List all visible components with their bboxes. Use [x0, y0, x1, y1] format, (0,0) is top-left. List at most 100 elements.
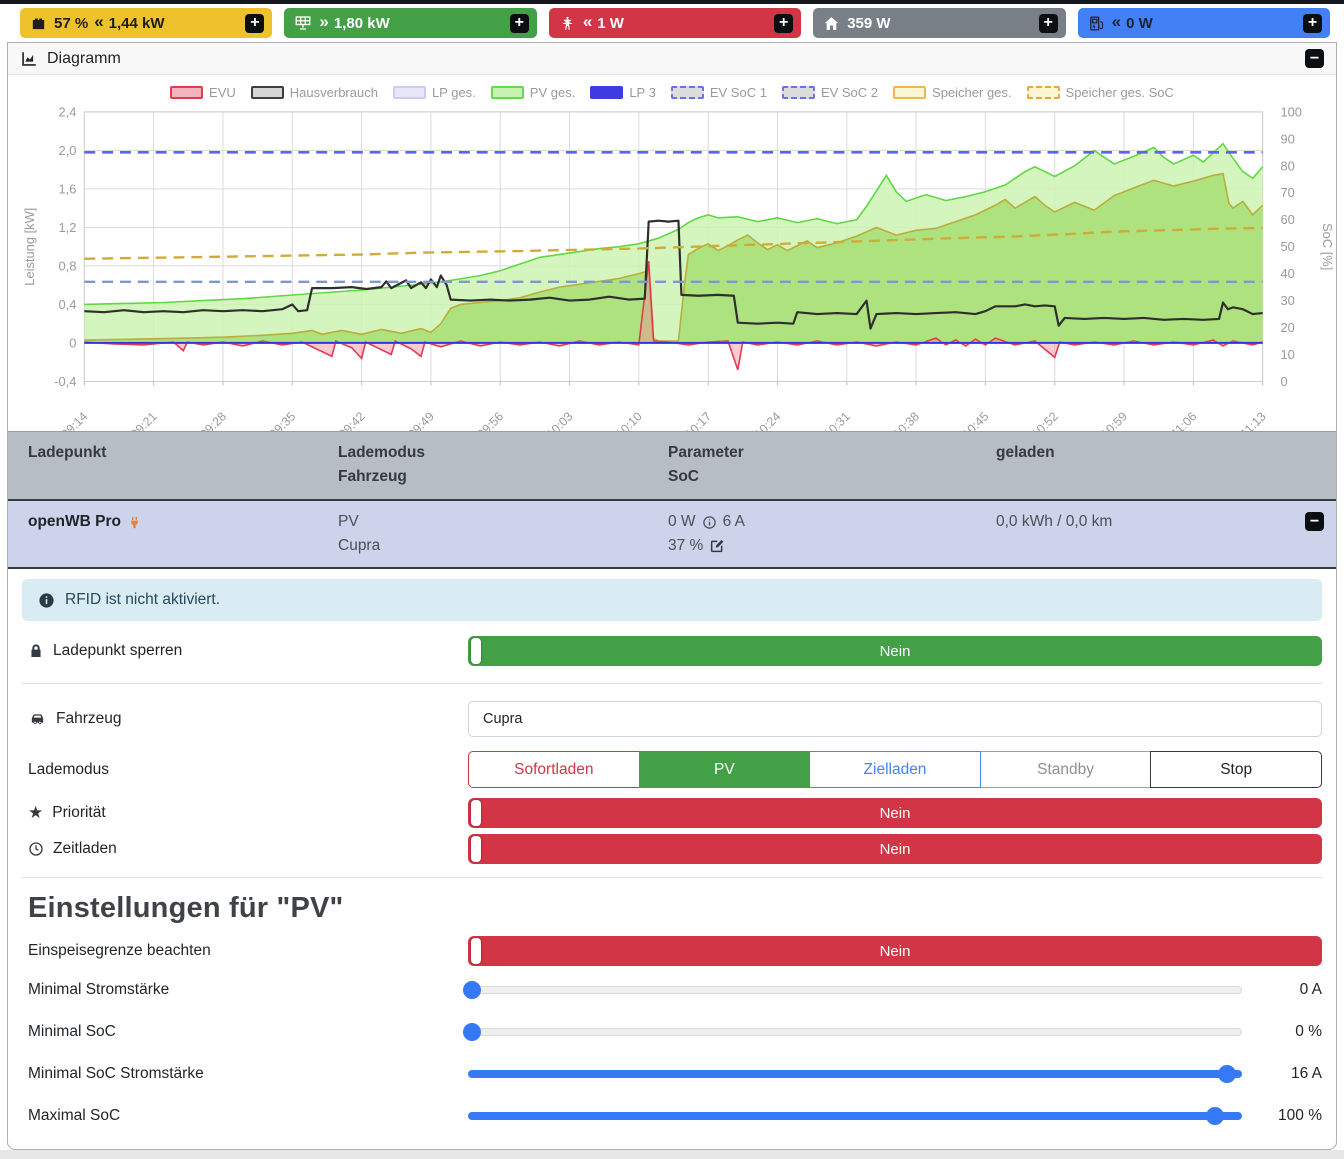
svg-text:0,4: 0,4: [58, 297, 76, 312]
slider-thumb[interactable]: [462, 1023, 481, 1042]
chargemode-row: Lademodus Sofortladen PV Zielladen Stand…: [8, 744, 1336, 795]
priority-toggle[interactable]: Nein: [468, 798, 1322, 829]
expand-grid-button[interactable]: +: [774, 13, 794, 33]
svg-text:09:14: 09:14: [59, 409, 91, 431]
svg-text:11:06: 11:06: [1168, 409, 1199, 431]
expand-house-button[interactable]: +: [1038, 13, 1058, 33]
flow-arrow: «: [1111, 12, 1122, 31]
legend-swatch: [1026, 86, 1060, 99]
car-icon: [28, 711, 47, 727]
status-tile-chargepoint[interactable]: « 0 W +: [1077, 8, 1331, 38]
svg-text:100: 100: [1280, 104, 1301, 119]
max-soc-slider[interactable]: [468, 1107, 1242, 1126]
priority-toggle-value: Nein: [879, 804, 911, 822]
panel-title: Diagramm: [47, 49, 121, 67]
expand-battery-button[interactable]: +: [245, 13, 265, 33]
legend-label: Speicher ges.: [932, 85, 1012, 100]
svg-text:80: 80: [1280, 158, 1294, 173]
slider-thumb[interactable]: [1205, 1107, 1224, 1126]
chargemode-sofortladen-button[interactable]: Sofortladen: [468, 751, 640, 789]
vehicle-value: Cupra: [338, 537, 381, 555]
legend-label: Hausverbrauch: [289, 85, 378, 100]
status-tile-grid[interactable]: « 1 W +: [548, 8, 802, 38]
legend-label: Speicher ges. SoC: [1065, 85, 1174, 100]
legend-item-0[interactable]: EVU: [170, 85, 236, 100]
priority-row: ★ Priorität Nein: [8, 795, 1336, 831]
chart-section: EVU Hausverbrauch LP ges. PV ges. LP 3 EV SoC…: [8, 75, 1336, 431]
svg-text:90: 90: [1280, 131, 1294, 146]
legend-item-8[interactable]: Speicher ges. SoC: [1026, 85, 1174, 100]
svg-text:0,8: 0,8: [58, 258, 76, 273]
timecharge-toggle-value: Nein: [879, 840, 911, 858]
timecharge-toggle[interactable]: Nein: [468, 834, 1322, 865]
svg-text:SoC [%]: SoC [%]: [1320, 223, 1334, 270]
status-tile-house[interactable]: 359 W +: [813, 8, 1066, 38]
svg-text:10:24: 10:24: [752, 409, 784, 431]
svg-text:10:17: 10:17: [682, 409, 714, 431]
slider-thumb[interactable]: [1217, 1065, 1236, 1084]
chargepoint-mode-vehicle: PV Cupra: [338, 510, 668, 558]
legend-swatch: [250, 86, 284, 99]
rfid-alert-text: RFID ist nicht aktiviert.: [65, 591, 221, 609]
car-battery-icon: [30, 15, 47, 32]
legend-label: EV SoC 1: [709, 85, 767, 100]
svg-text:20: 20: [1280, 320, 1294, 335]
lock-icon: [28, 643, 44, 659]
pv-settings-heading: Einstellungen für "PV": [28, 892, 344, 925]
slider-track[interactable]: [468, 986, 1242, 995]
chargemode-standby-button[interactable]: Standby: [979, 751, 1152, 789]
chargemode-stop-button[interactable]: Stop: [1150, 751, 1322, 789]
star-icon: ★: [28, 803, 44, 823]
chargemode-zielladen-button[interactable]: Zielladen: [809, 751, 981, 789]
slider-track[interactable]: [468, 1028, 1242, 1037]
timecharge-row: Zeitladen Nein: [8, 831, 1336, 867]
collapse-diagram-button[interactable]: −: [1305, 49, 1324, 68]
svg-text:10:10: 10:10: [613, 409, 645, 431]
legend-item-1[interactable]: Hausverbrauch: [250, 85, 378, 100]
min-current-slider[interactable]: [462, 981, 1242, 1000]
toggle-handle[interactable]: [471, 800, 481, 827]
toggle-handle[interactable]: [471, 638, 481, 665]
edit-soc-icon[interactable]: [709, 538, 725, 554]
slider-track[interactable]: [468, 1112, 1242, 1121]
legend-item-5[interactable]: EV SoC 1: [670, 85, 767, 100]
slider-thumb[interactable]: [462, 981, 481, 1000]
header-ladepunkt: Ladepunkt: [28, 444, 107, 462]
header-geladen: geladen: [996, 444, 1055, 462]
lock-toggle[interactable]: Nein: [468, 636, 1322, 667]
legend-item-2[interactable]: LP ges.: [392, 85, 476, 100]
toggle-handle[interactable]: [471, 938, 481, 965]
legend-item-6[interactable]: EV SoC 2: [781, 85, 878, 100]
svg-text:09:56: 09:56: [474, 409, 506, 431]
slider-track[interactable]: [468, 1070, 1242, 1079]
battery-power-value: 1,44 kW: [108, 14, 165, 32]
toggle-handle[interactable]: [471, 836, 481, 863]
expand-pv-button[interactable]: +: [509, 13, 529, 33]
status-tile-pv[interactable]: » 1,80 kW +: [284, 8, 537, 38]
max-soc-row: Maximal SoC 100 %: [28, 1107, 1322, 1126]
legend-item-7[interactable]: Speicher ges.: [893, 85, 1012, 100]
svg-text:09:49: 09:49: [405, 409, 437, 431]
legend-item-3[interactable]: PV ges.: [490, 85, 575, 100]
legend-swatch: [893, 86, 927, 99]
solar-panel-icon: [294, 14, 312, 32]
expand-chargepoint-button[interactable]: +: [1303, 13, 1323, 33]
feedin-toggle[interactable]: Nein: [468, 936, 1322, 967]
legend-item-4[interactable]: LP 3: [590, 85, 656, 100]
chargepoint-row[interactable]: openWB Pro PV Cupra 0 W 6 A 37 %: [8, 499, 1336, 570]
feedin-label: Einspeisegrenze beachten: [28, 942, 211, 960]
legend-label: LP ges.: [431, 85, 476, 100]
house-icon: [823, 15, 840, 32]
svg-text:10:31: 10:31: [821, 409, 853, 431]
status-tile-battery[interactable]: 57 % « 1,44 kW +: [20, 8, 273, 38]
info-icon: [38, 592, 55, 609]
power-value: 0 W: [668, 513, 696, 531]
collapse-chargepoint-button[interactable]: −: [1305, 512, 1324, 532]
min-soc-current-slider[interactable]: [468, 1065, 1242, 1084]
diagram-panel-header: Diagramm −: [8, 43, 1336, 75]
flow-arrow: »: [319, 12, 329, 31]
vehicle-select[interactable]: Cupra: [468, 701, 1322, 738]
min-soc-slider[interactable]: [462, 1023, 1242, 1042]
chargemode-pv-button[interactable]: PV: [638, 751, 811, 789]
svg-text:50: 50: [1280, 239, 1294, 254]
